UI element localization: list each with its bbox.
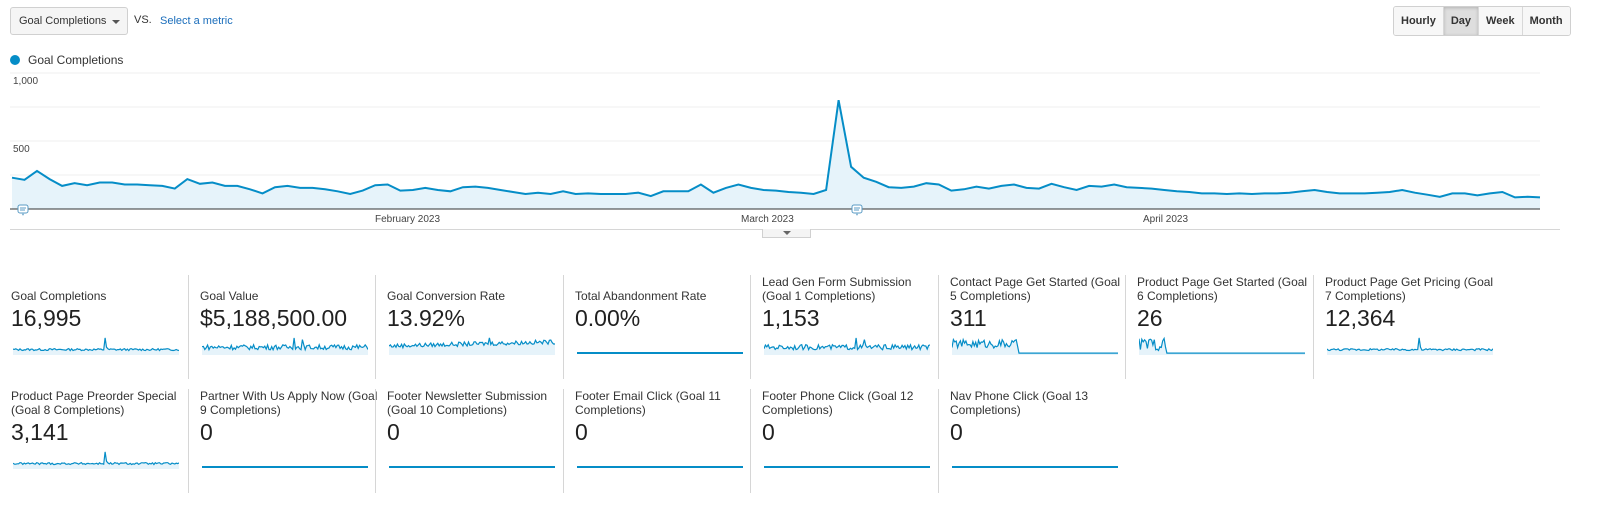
goal-completions-chart[interactable] bbox=[0, 0, 1598, 240]
scorecard[interactable]: Product Page Get Pricing (Goal 7 Complet… bbox=[1313, 275, 1500, 379]
scorecard-label: Lead Gen Form Submission (Goal 1 Complet… bbox=[762, 275, 940, 303]
annotation-marker-icon[interactable] bbox=[17, 204, 29, 216]
scorecard-value: 12,364 bbox=[1325, 305, 1396, 331]
scorecard-label: Nav Phone Click (Goal 13 Completions) bbox=[950, 389, 1128, 417]
scorecard[interactable]: Goal Value $5,188,500.00 bbox=[188, 275, 375, 379]
scorecard-value: 0 bbox=[575, 419, 588, 445]
scorecard-label: Footer Newsletter Submission (Goal 10 Co… bbox=[387, 389, 565, 417]
scorecard-label-text: Product Page Get Started (Goal 6 Complet… bbox=[1137, 275, 1308, 303]
scorecard-value: 311 bbox=[950, 305, 987, 331]
chart-series-line bbox=[11, 100, 1541, 199]
sparkline bbox=[764, 466, 930, 468]
x-axis-label-mar: March 2023 bbox=[741, 214, 794, 225]
chart-area-fill bbox=[12, 100, 1540, 209]
scorecard-label-text: Footer Newsletter Submission (Goal 10 Co… bbox=[387, 389, 548, 417]
annotation-marker-icon[interactable] bbox=[851, 204, 863, 216]
scorecard[interactable]: Product Page Preorder Special (Goal 8 Co… bbox=[0, 389, 187, 493]
y-axis-label-500: 500 bbox=[13, 144, 30, 155]
scorecard-value: 0 bbox=[387, 419, 400, 445]
sparkline bbox=[1327, 337, 1493, 355]
scorecard-label-text: Product Page Preorder Special (Goal 8 Co… bbox=[11, 389, 177, 417]
scorecard[interactable]: Goal Conversion Rate 13.92% bbox=[375, 275, 562, 379]
sparkline bbox=[389, 337, 555, 355]
scorecard-label: Product Page Preorder Special (Goal 8 Co… bbox=[11, 389, 189, 417]
sparkline bbox=[202, 337, 368, 355]
chart-collapse-handle[interactable] bbox=[762, 229, 811, 238]
sparkline bbox=[952, 337, 1118, 355]
scorecard-label-text: Contact Page Get Started (Goal 5 Complet… bbox=[950, 275, 1121, 303]
scorecard-label: Product Page Get Started (Goal 6 Complet… bbox=[1137, 275, 1315, 303]
scorecard[interactable]: Footer Phone Click (Goal 12 Completions)… bbox=[750, 389, 937, 493]
sparkline bbox=[1139, 336, 1305, 355]
scorecard-label-text: Nav Phone Click (Goal 13 Completions) bbox=[950, 389, 1089, 417]
sparkline bbox=[389, 466, 555, 468]
scorecard[interactable]: Footer Newsletter Submission (Goal 10 Co… bbox=[375, 389, 562, 493]
granularity-month-button[interactable]: Month bbox=[1521, 7, 1570, 35]
scorecard[interactable]: Nav Phone Click (Goal 13 Completions) 0 bbox=[938, 389, 1125, 493]
scorecard-label: Goal Value bbox=[200, 275, 378, 303]
scorecard-label: Total Abandonment Rate bbox=[575, 275, 753, 303]
granularity-hourly-button[interactable]: Hourly bbox=[1394, 7, 1443, 35]
scorecard-label-text: Product Page Get Pricing (Goal 7 Complet… bbox=[1325, 275, 1494, 303]
scorecard-value: $5,188,500.00 bbox=[200, 305, 348, 331]
scorecard-label: Goal Conversion Rate bbox=[387, 275, 565, 303]
scorecard[interactable]: Lead Gen Form Submission (Goal 1 Complet… bbox=[750, 275, 937, 379]
scorecard-label: Partner With Us Apply Now (Goal 9 Comple… bbox=[200, 389, 378, 417]
chevron-down-icon bbox=[112, 20, 120, 24]
sparkline bbox=[952, 466, 1118, 468]
x-axis-label-apr: April 2023 bbox=[1143, 214, 1189, 225]
granularity-toggle: Hourly Day Week Month bbox=[1393, 6, 1571, 36]
select-metric-link[interactable]: Select a metric bbox=[160, 15, 233, 27]
sparkline bbox=[764, 337, 930, 355]
legend-label: Goal Completions bbox=[28, 53, 124, 67]
scorecard-value: 0 bbox=[200, 419, 213, 445]
scorecard[interactable]: Total Abandonment Rate 0.00% bbox=[563, 275, 750, 379]
sparkline bbox=[202, 466, 368, 468]
sparkline bbox=[13, 337, 179, 355]
x-axis-label-feb: February 2023 bbox=[375, 214, 441, 225]
scorecard-label: Footer Phone Click (Goal 12 Completions) bbox=[762, 389, 940, 417]
metric-select-value: Goal Completions bbox=[19, 15, 107, 27]
scorecard-label-text: Goal Conversion Rate bbox=[387, 289, 506, 303]
scorecard-value: 1,153 bbox=[762, 305, 820, 331]
scorecard-label-text: Goal Completions bbox=[11, 289, 107, 303]
scorecard-label: Goal Completions bbox=[11, 275, 189, 303]
scorecard-label: Contact Page Get Started (Goal 5 Complet… bbox=[950, 275, 1128, 303]
scorecard-label-text: Lead Gen Form Submission (Goal 1 Complet… bbox=[762, 275, 912, 303]
vs-label: VS. bbox=[134, 14, 152, 26]
granularity-day-button[interactable]: Day bbox=[1442, 7, 1479, 35]
scorecard-value: 3,141 bbox=[11, 419, 69, 445]
scorecard[interactable]: Footer Email Click (Goal 11 Completions)… bbox=[563, 389, 750, 493]
scorecard-value: 26 bbox=[1137, 305, 1163, 331]
scorecard-value: 0.00% bbox=[575, 305, 641, 331]
scorecard-label-text: Goal Value bbox=[200, 289, 259, 303]
chart-legend: Goal Completions bbox=[10, 53, 123, 67]
legend-dot-icon bbox=[10, 55, 20, 65]
scorecard[interactable]: Contact Page Get Started (Goal 5 Complet… bbox=[938, 275, 1125, 379]
scorecard[interactable]: Partner With Us Apply Now (Goal 9 Comple… bbox=[188, 389, 378, 493]
scorecard-value: 0 bbox=[950, 419, 963, 445]
sparkline bbox=[577, 466, 743, 468]
scorecard-value: 16,995 bbox=[11, 305, 82, 331]
y-axis-label-1000: 1,000 bbox=[13, 76, 39, 87]
sparkline bbox=[13, 451, 179, 469]
scorecard-value: 13.92% bbox=[387, 305, 466, 331]
scorecard-label: Product Page Get Pricing (Goal 7 Complet… bbox=[1325, 275, 1503, 303]
metric-select-dropdown[interactable]: Goal Completions bbox=[10, 7, 128, 35]
scorecard-label-text: Footer Phone Click (Goal 12 Completions) bbox=[762, 389, 914, 417]
scorecard-label: Footer Email Click (Goal 11 Completions) bbox=[575, 389, 753, 417]
scorecard[interactable]: Goal Completions 16,995 bbox=[0, 275, 187, 379]
granularity-week-button[interactable]: Week bbox=[1478, 7, 1522, 35]
collapse-arrow-icon bbox=[783, 231, 791, 235]
scorecard[interactable]: Product Page Get Started (Goal 6 Complet… bbox=[1125, 275, 1312, 379]
scorecard-value: 0 bbox=[762, 419, 775, 445]
sparkline bbox=[577, 352, 743, 354]
scorecard-label-text: Total Abandonment Rate bbox=[575, 289, 707, 303]
scorecard-label-text: Footer Email Click (Goal 11 Completions) bbox=[575, 389, 721, 417]
scorecard-label-text: Partner With Us Apply Now (Goal 9 Comple… bbox=[200, 389, 378, 417]
